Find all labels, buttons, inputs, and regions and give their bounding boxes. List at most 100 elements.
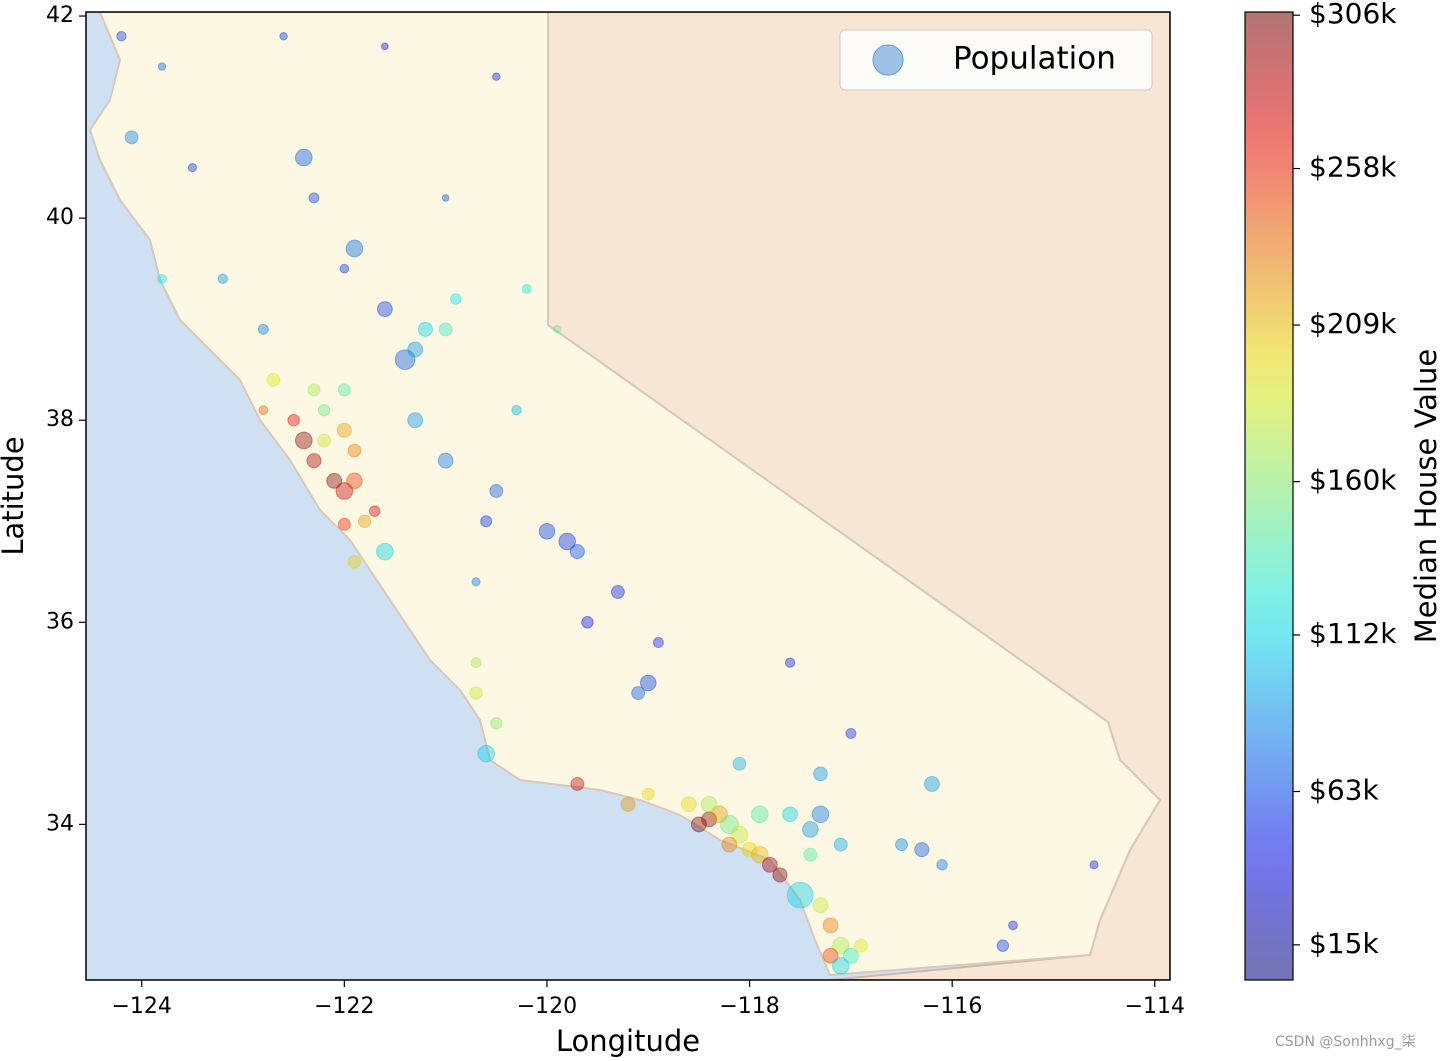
- point: [639, 674, 657, 692]
- legend-marker: [872, 44, 904, 76]
- point: [552, 325, 562, 334]
- point: [845, 727, 857, 739]
- point: [470, 657, 482, 669]
- point: [376, 301, 393, 318]
- colorbar-tick-label: $306k: [1309, 0, 1397, 30]
- x-tick-label: −118: [719, 994, 779, 1019]
- colorbar-tick-label: $160k: [1309, 464, 1397, 497]
- point: [157, 273, 167, 284]
- point: [700, 795, 718, 813]
- point: [437, 452, 454, 469]
- point: [294, 148, 313, 167]
- point: [610, 585, 625, 599]
- point: [822, 917, 839, 934]
- point: [345, 239, 364, 258]
- point: [812, 897, 829, 914]
- point: [833, 837, 848, 852]
- point: [1089, 860, 1099, 870]
- point: [701, 811, 718, 828]
- legend: [839, 29, 1153, 91]
- point: [784, 657, 796, 668]
- point: [394, 349, 416, 370]
- points: [116, 31, 1099, 975]
- x-tick-label: −114: [1125, 994, 1185, 1019]
- y-tick-label: 40: [46, 205, 74, 230]
- point: [1008, 920, 1018, 931]
- point: [279, 32, 288, 41]
- point: [569, 544, 585, 560]
- point: [730, 825, 749, 844]
- point: [417, 321, 433, 337]
- point: [336, 422, 352, 438]
- point: [831, 957, 850, 975]
- point: [337, 383, 351, 397]
- point: [381, 42, 389, 51]
- plot-frame: [85, 11, 1171, 981]
- point: [538, 523, 556, 540]
- point: [996, 939, 1010, 952]
- point: [306, 453, 322, 469]
- colorbar-label: Median House Value: [1409, 349, 1441, 643]
- point: [187, 163, 197, 173]
- point: [469, 686, 483, 700]
- point: [490, 717, 503, 730]
- y-tick-label: 38: [46, 407, 74, 432]
- point: [936, 859, 948, 871]
- point: [441, 194, 450, 202]
- point: [772, 867, 788, 883]
- point: [450, 293, 462, 305]
- point: [761, 856, 778, 873]
- point: [511, 404, 522, 416]
- x-tick-label: −120: [517, 994, 577, 1019]
- point: [116, 31, 127, 42]
- point: [803, 847, 818, 862]
- point: [307, 383, 321, 397]
- point: [802, 821, 819, 838]
- point: [477, 744, 496, 763]
- colorbar: [1244, 11, 1294, 981]
- map-background: [86, 12, 1170, 980]
- point: [376, 542, 394, 561]
- point: [521, 283, 532, 294]
- watermark: CSDN @Sonhhxg_柒: [1275, 1034, 1416, 1050]
- point: [822, 947, 839, 964]
- x-tick-label: −124: [112, 994, 172, 1019]
- point: [680, 796, 697, 813]
- x-axis-label: Longitude: [556, 1024, 700, 1058]
- point: [294, 431, 313, 450]
- point: [258, 405, 269, 416]
- point: [721, 836, 738, 853]
- point: [750, 845, 769, 864]
- colorbar-tick-label: $15k: [1309, 927, 1379, 960]
- point: [335, 482, 354, 500]
- point: [786, 881, 814, 909]
- point: [347, 554, 362, 569]
- point: [124, 130, 139, 145]
- colorbar-tick-label: $258k: [1309, 151, 1397, 184]
- point: [831, 936, 850, 955]
- point: [842, 947, 859, 964]
- point: [895, 838, 909, 852]
- point: [641, 787, 655, 801]
- point: [287, 413, 300, 427]
- y-tick-label: 42: [46, 3, 74, 28]
- point: [854, 938, 868, 953]
- point: [407, 412, 424, 429]
- point: [652, 637, 664, 649]
- y-axis-label: Latitude: [0, 436, 30, 555]
- point: [317, 403, 331, 417]
- point: [558, 532, 577, 551]
- point: [157, 62, 167, 71]
- y-tick-label: 36: [46, 609, 74, 634]
- point: [914, 842, 930, 858]
- point: [326, 472, 343, 489]
- x-tick-label: −122: [314, 994, 374, 1019]
- point: [489, 483, 504, 498]
- point: [631, 686, 646, 700]
- point: [347, 443, 362, 458]
- point: [346, 472, 363, 490]
- point: [308, 192, 320, 204]
- point: [492, 72, 501, 81]
- point: [581, 616, 594, 629]
